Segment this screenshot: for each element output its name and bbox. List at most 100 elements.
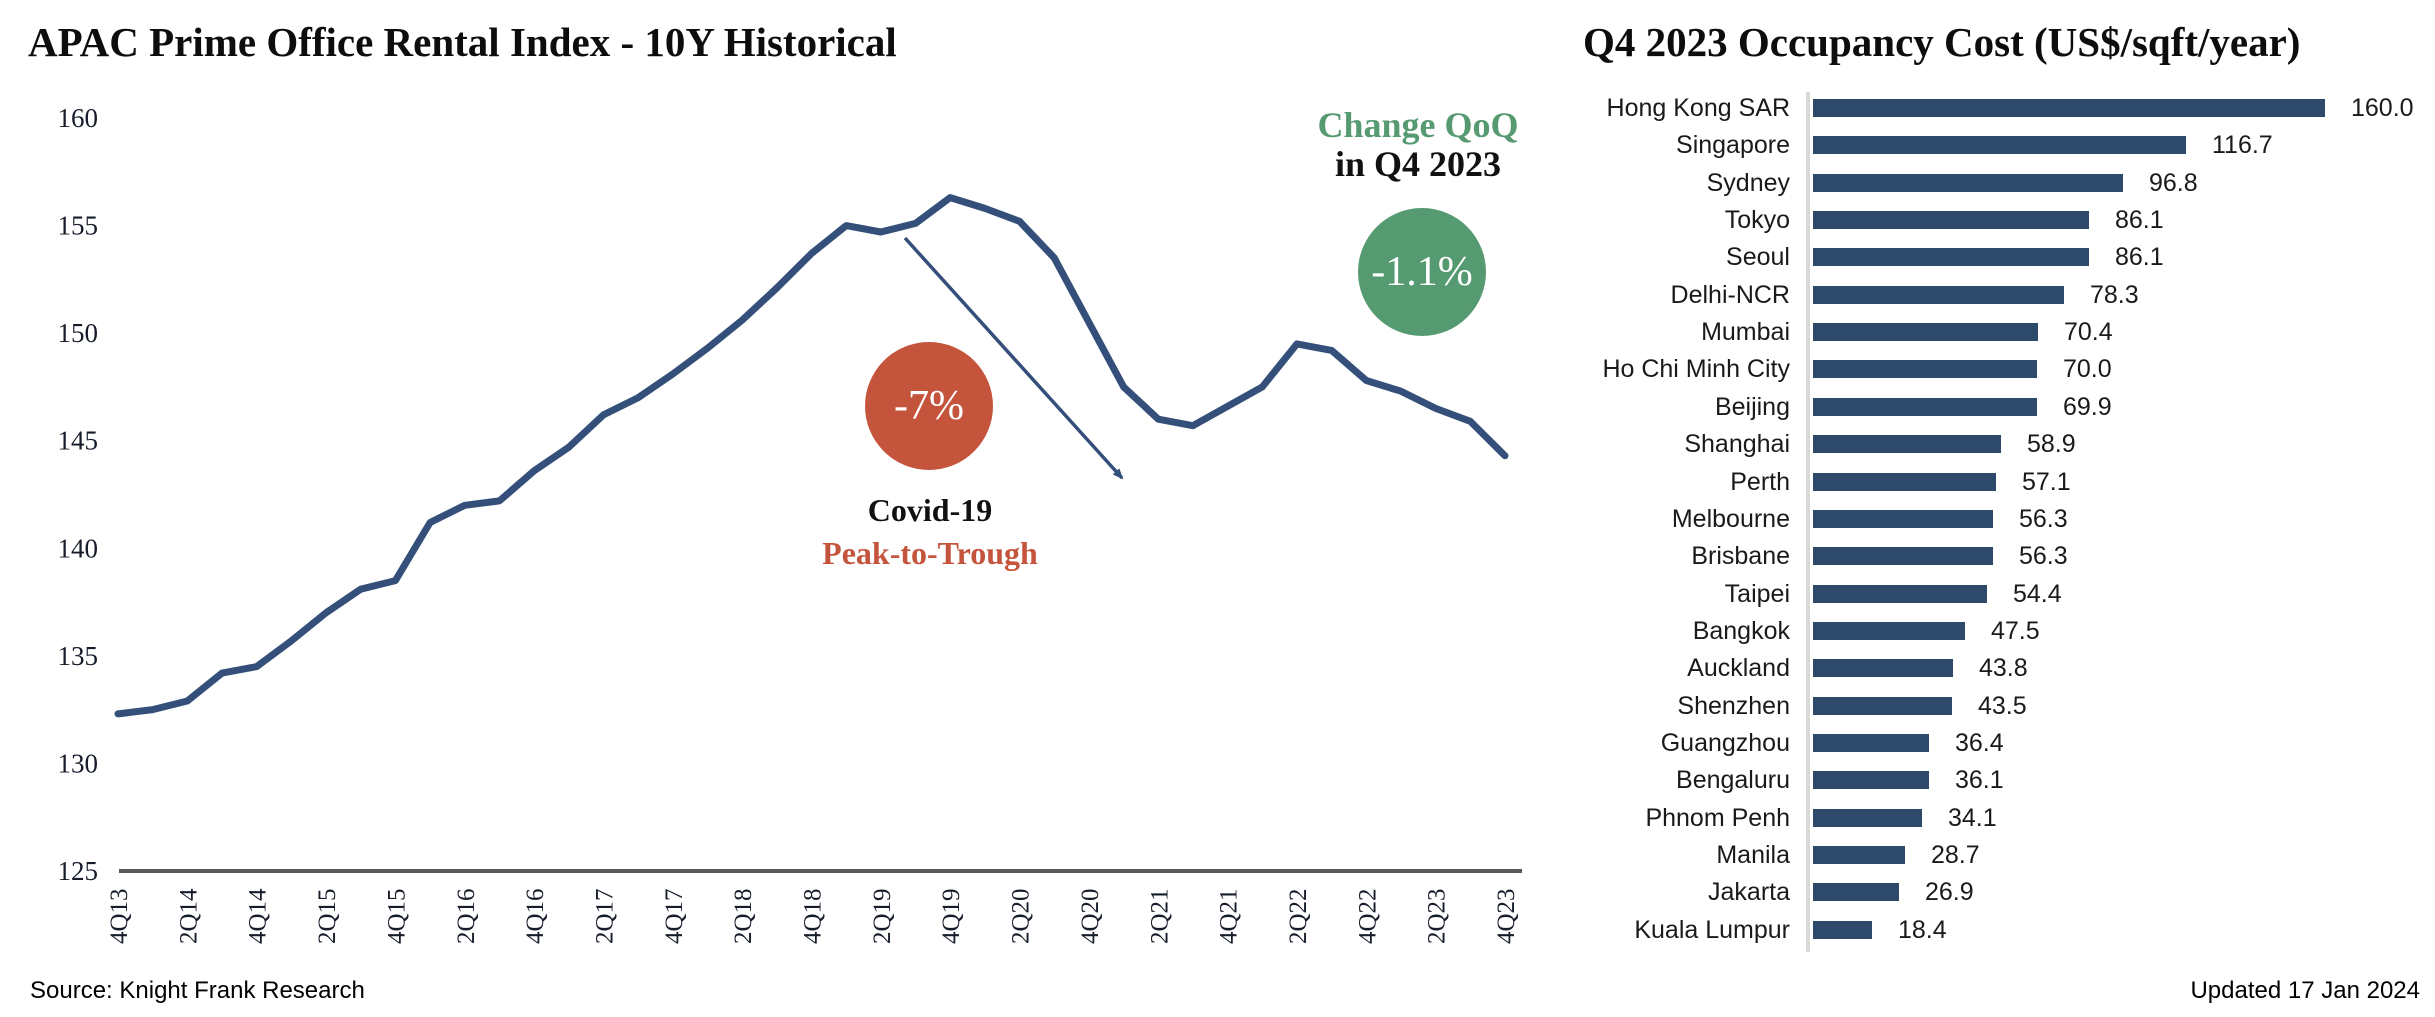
x-tick-label: 4Q14 [245,888,272,944]
bar-value-label: 54.4 [2013,579,2062,608]
bar [1813,323,2038,342]
y-tick-label: 140 [58,533,99,563]
y-tick-label: 150 [58,318,99,348]
bar-category-label: Auckland [1687,654,1790,683]
x-tick-label: 4Q19 [938,888,965,944]
x-tick-label: 4Q16 [522,888,549,944]
bar-value-label: 26.9 [1925,878,1974,907]
bar-category-label: Shenzhen [1677,691,1790,720]
qoq-change-badge: -1.1% [1358,208,1486,336]
bar-category-label: Melbourne [1671,504,1790,533]
x-tick-label: 2Q20 [1008,888,1035,944]
bar [1813,99,2325,117]
covid-sublabel: Peak-to-Trough [822,535,1038,571]
decline-arrow [903,236,1124,480]
bar-value-label: 56.3 [2019,542,2068,571]
bar-value-label: 58.9 [2027,430,2076,459]
bar-value-label: 34.1 [1948,803,1997,832]
x-tick-label: 4Q15 [383,888,410,944]
bar-value-label: 70.4 [2064,318,2113,347]
x-tick-label: 2Q17 [591,888,618,944]
x-tick-label: 2Q14 [175,888,202,944]
bar [1813,696,1952,715]
bar-value-label: 86.1 [2115,206,2164,235]
qoq-change-value: -1.1% [1371,249,1473,295]
bar [1813,808,1922,827]
bar-category-label: Singapore [1676,131,1790,160]
bar-value-label: 86.1 [2115,243,2164,272]
bar [1813,435,2001,454]
qoq-change-subheader: in Q4 2023 [1334,144,1502,184]
x-tick-label: 4Q20 [1077,888,1104,944]
bar [1813,659,1953,678]
bar [1813,211,2089,230]
bar-value-label: 116.7 [2212,131,2273,160]
bar-category-label: Kuala Lumpur [1634,915,1790,944]
bar-category-label: Shanghai [1684,430,1790,459]
covid-drop-value: -7% [894,383,964,429]
covid-drop-badge: -7% [865,342,993,470]
bar-value-label: 96.8 [2149,168,2198,197]
bar-value-label: 70.0 [2063,355,2112,384]
bar-category-label: Hong Kong SAR [1606,94,1790,122]
bar-value-label: 36.4 [1955,728,2004,757]
updated-note: Updated 17 Jan 2024 [2190,977,2420,1004]
x-tick-label: 4Q18 [800,888,827,944]
y-tick-label: 160 [58,103,99,133]
x-tick-label: 2Q23 [1424,888,1451,944]
x-tick-label: 4Q22 [1354,888,1381,944]
left-chart-title: APAC Prime Office Rental Index - 10Y His… [28,19,897,65]
y-tick-label: 130 [58,748,99,778]
bar-value-label: 43.5 [1978,691,2027,720]
bar-category-label: Jakarta [1708,878,1790,907]
bar-value-label: 56.3 [2019,504,2068,533]
bar-value-label: 69.9 [2063,392,2112,421]
bar [1813,771,1929,790]
bar-category-label: Beijing [1714,392,1790,421]
x-tick-label: 2Q16 [453,888,480,944]
bar [1813,248,2089,267]
bar [1813,509,1993,528]
bar-category-label: Seoul [1726,243,1790,272]
x-tick-label: 4Q17 [661,888,688,944]
x-tick-label: 4Q23 [1493,888,1520,944]
y-tick-label: 135 [58,641,99,671]
bar-category-label: Sydney [1706,168,1790,197]
bar-value-label: 78.3 [2090,280,2139,309]
bar [1813,883,1899,902]
x-tick-label: 2Q18 [730,888,757,944]
bar-category-label: Guangzhou [1660,728,1790,757]
bar [1813,397,2037,416]
bar-category-label: Bengaluru [1676,766,1790,795]
bar [1813,920,1872,939]
x-tick-label: 2Q22 [1285,888,1312,944]
bar [1813,136,2186,155]
bar-category-label: Taipei [1724,579,1790,608]
bar-value-label: 28.7 [1931,841,1980,869]
bar-value-label: 36.1 [1955,766,2004,795]
bar-value-label: 57.1 [2022,467,2071,496]
bar-category-label: Tokyo [1724,206,1790,235]
covid-label: Covid-19 [867,492,993,528]
bar [1813,584,1987,603]
qoq-change-header: Change QoQ [1317,105,1519,145]
bar-category-label: Perth [1730,467,1790,496]
rental-index-line [114,194,1509,718]
y-tick-label: 145 [58,426,99,456]
bar-category-label: Phnom Penh [1645,803,1790,832]
y-tick-label: 125 [58,856,99,886]
x-tick-label: 2Q21 [1146,888,1173,944]
bar [1813,360,2037,379]
x-tick-label: 4Q13 [106,888,133,944]
source-note: Source: Knight Frank Research [30,977,365,1004]
x-tick-label: 2Q15 [314,888,341,944]
bar-value-label: 160.0 [2351,94,2414,122]
bar-value-label: 43.8 [1979,654,2028,683]
bar [1813,472,1996,491]
bar-value-label: 47.5 [1991,616,2040,645]
bar [1813,547,1993,566]
bar-category-label: Ho Chi Minh City [1602,355,1790,384]
x-tick-label: 2Q19 [869,888,896,944]
